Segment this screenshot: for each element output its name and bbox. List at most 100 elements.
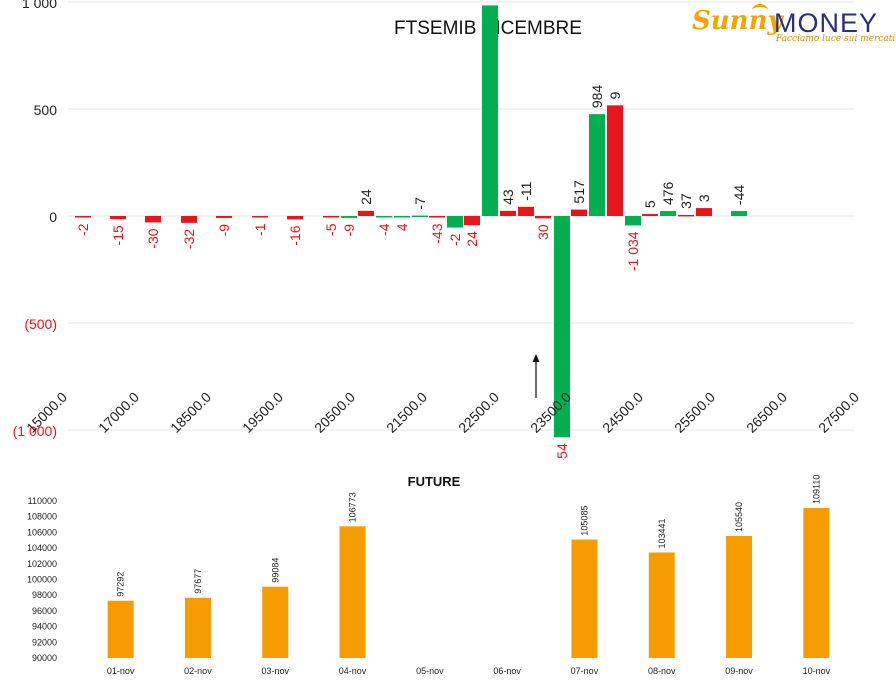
data-label: 37 [678,193,694,209]
x-tick-label: 17000.0 [95,389,142,436]
data-label: -1 [252,223,268,236]
y-tick-label: 102000 [27,559,57,569]
y-tick-label: 96000 [32,606,57,616]
x-tick-label: 03-nov [261,666,289,676]
bar [216,216,232,218]
bar [287,216,303,220]
bar [571,209,587,216]
data-label: -2 [447,233,463,246]
bar [145,216,161,223]
data-label: -5 [323,223,339,236]
bar [607,105,623,216]
bar [323,216,339,218]
data-label: 4 [394,223,410,231]
bar [518,206,534,216]
data-label: -54 [554,443,570,460]
bar [184,597,211,658]
bar [376,216,392,218]
bar [535,216,551,219]
x-tick-label: 04-nov [339,666,367,676]
data-label: -1 034 [625,231,641,271]
x-tick-label: 20500.0 [311,389,358,436]
y-tick-label: 108000 [27,512,57,522]
x-tick-label: 09-nov [725,666,753,676]
sun-icon [752,4,768,17]
x-tick-label: 06-nov [493,666,521,676]
x-tick-label: 08-nov [648,666,676,676]
sunny-money-logo: Sunny MONEY Facciamo luce sui mercati [692,4,896,46]
data-label: -30 [145,228,161,248]
data-label: 103441 [657,518,667,548]
bar [252,216,268,218]
bar [358,210,374,216]
y-tick-label: 104000 [27,543,57,553]
data-label: -11 [518,181,534,200]
data-label: -32 [181,229,197,249]
bar [726,536,753,658]
data-label: 99084 [270,558,280,583]
bar [648,552,675,658]
x-tick-label: 10-nov [803,666,831,676]
bar [482,5,498,217]
x-tick-label: 01-nov [107,666,135,676]
logo-brand-right: MONEY [774,8,879,38]
data-label: -2 [75,223,91,236]
bar [464,216,480,226]
data-label: -44 [731,185,747,205]
data-label: 109110 [811,475,821,504]
bar [571,539,598,658]
x-tick-label: 02-nov [184,666,212,676]
logo-brand-left: Sunny [692,6,783,36]
data-label: 9 [607,91,623,99]
data-label: 517 [571,180,587,204]
bar [394,216,410,218]
y-tick-label: 100000 [27,575,57,585]
bar [75,216,91,218]
x-tick-label: 05-nov [416,666,444,676]
y-tick-label: 92000 [32,637,57,647]
future-price-chart: FUTURE 110000 108000 106000 104000 102000 1000… [27,474,831,676]
data-label: 43 [500,189,516,205]
future-title: FUTURE [408,474,461,489]
bar [339,526,366,658]
data-label: 105540 [734,502,744,532]
x-tick-label: 26500.0 [743,389,790,436]
x-tick-label: 25500.0 [671,389,718,436]
y-tick-label: 1 000 [22,0,57,11]
data-label: -16 [287,225,303,245]
logo-tagline: Facciamo luce sui mercati [776,34,896,44]
bar [731,211,747,216]
bar [678,214,694,217]
x-tick-label: 07-nov [571,666,599,676]
data-label: 984 [589,85,605,109]
data-label: -4 [376,223,392,236]
data-label: -7 [412,197,428,210]
data-label: 106773 [348,492,358,522]
bar [447,216,463,228]
data-label: -15 [110,225,126,245]
x-tick-label: 22500.0 [455,389,502,436]
bar [107,600,134,658]
arrow-head [532,354,540,362]
data-label: 105085 [579,506,589,536]
y-tick-label: 0 [49,209,57,225]
bar [554,216,570,438]
bar [262,586,289,658]
data-label: -9 [216,224,232,237]
y-tick-label: (500) [24,316,57,332]
bar [412,215,428,218]
data-label: 5 [642,200,658,208]
y-tick-label: 90000 [32,653,57,663]
y-tick-label: 94000 [32,622,57,632]
data-label: 30 [535,224,551,240]
bar [803,507,830,658]
bar [181,216,197,223]
bar [341,216,357,218]
bar [500,210,516,216]
bar [429,216,445,218]
x-tick-label: 24500.0 [599,389,646,436]
y-tick-label: (1 000) [13,423,57,439]
y-tick-label: 500 [34,102,58,118]
data-label: 97292 [116,572,126,597]
